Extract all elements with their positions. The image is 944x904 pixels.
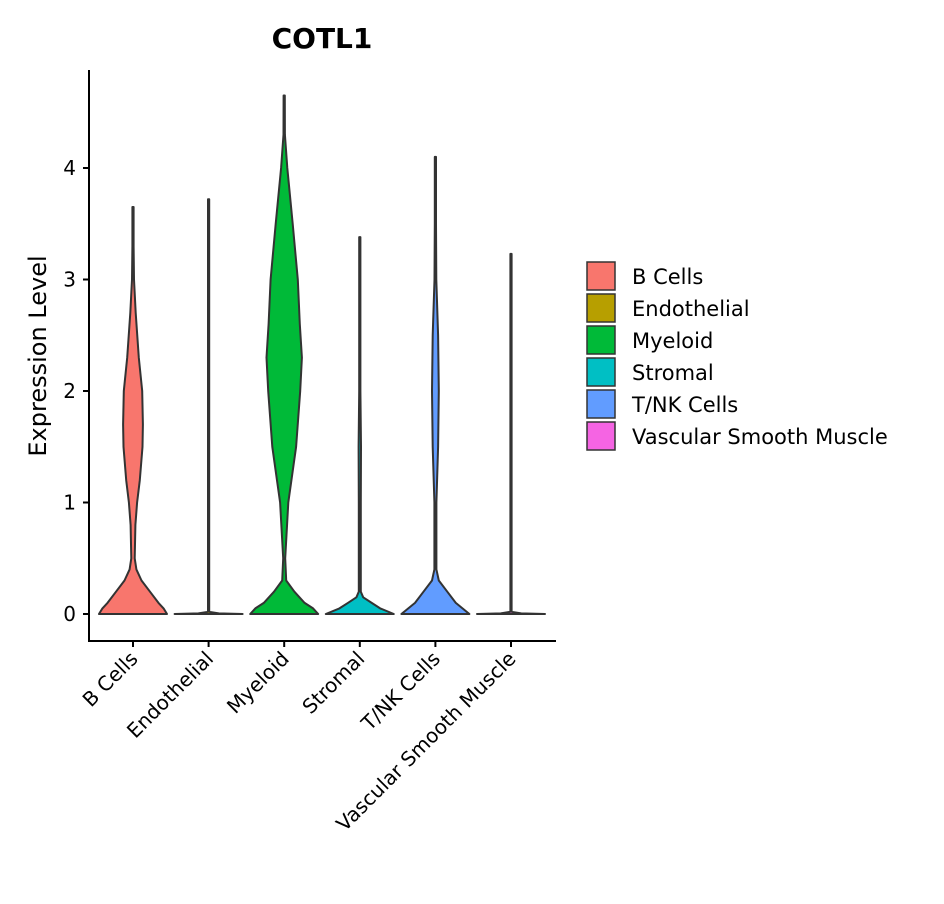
y-tick-label: 3 [63,268,76,292]
legend-swatch [586,293,616,323]
violins [98,94,546,615]
legend-item: Vascular Smooth Muscle [586,421,888,451]
violin-stromal [324,236,395,615]
legend-item: Endothelial [586,293,750,323]
y-tick-label: 0 [63,602,76,626]
y-axis-label: Expression Level [24,255,52,456]
violin-endothelial [173,198,244,615]
chart-title: COTL1 [272,22,373,55]
legend-item: B Cells [586,261,703,291]
legend-label: Myeloid [632,329,713,353]
x-tick-label: Myeloid [222,647,294,719]
legend-item: Stromal [586,357,714,387]
x-tick-label: Stromal [297,647,369,719]
violin-vascular-smooth-muscle [476,252,546,615]
legend-swatch [586,261,616,291]
y-tick-label: 4 [63,156,76,180]
y-ticks: 0 1 2 3 4 [63,156,89,626]
violin-t-nk-cells [400,155,471,615]
y-tick-label: 2 [63,379,76,403]
legend-item: Myeloid [586,325,713,355]
violin-myeloid [249,94,320,615]
legend-label: T/NK Cells [631,393,738,417]
x-tick-label: B Cells [78,647,143,712]
legend-label: B Cells [632,265,703,289]
legend-swatch [586,389,616,419]
legend-label: Stromal [632,361,714,385]
violin-b-cells [98,206,168,615]
legend-label: Vascular Smooth Muscle [632,425,888,449]
legend-label: Endothelial [632,297,750,321]
y-tick-label: 1 [63,491,76,515]
legend-swatch [586,421,616,451]
legend-item: T/NK Cells [586,389,738,419]
legend-swatch [586,325,616,355]
legend-swatch [586,357,616,387]
legend: B Cells Endothelial Myeloid Stromal T/NK Cel… [586,261,888,451]
